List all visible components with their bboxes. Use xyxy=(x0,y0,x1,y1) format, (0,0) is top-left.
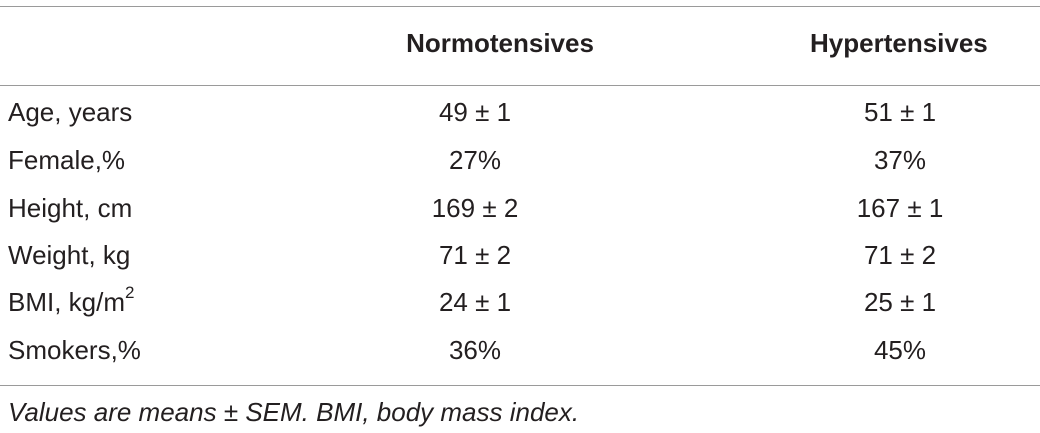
row-label-female: Female,% xyxy=(8,145,126,175)
header-normotensives: Normotensives xyxy=(406,28,594,58)
cell-bmi-normotensives: 24 ± 1 xyxy=(438,287,512,317)
cell-age-hypertensives: 51 ± 1 xyxy=(863,97,937,127)
row-label-bmi-text: BMI, kg/m xyxy=(8,287,126,317)
cell-height-hypertensives: 167 ± 1 xyxy=(856,193,944,223)
row-label-height: Height, cm xyxy=(8,193,133,223)
table-bottom-rule xyxy=(0,385,1040,386)
row-label-smokers: Smokers,% xyxy=(8,335,141,365)
cell-height-normotensives: 169 ± 2 xyxy=(431,193,519,223)
cell-age-normotensives: 49 ± 1 xyxy=(438,97,512,127)
cell-female-hypertensives: 37% xyxy=(873,145,927,175)
row-label-age: Age, years xyxy=(8,97,133,127)
row-label-bmi: BMI, kg/m2 xyxy=(8,283,135,319)
cell-smokers-hypertensives: 45% xyxy=(873,335,927,365)
cell-smokers-normotensives: 36% xyxy=(448,335,502,365)
row-label-weight: Weight, kg xyxy=(8,240,131,270)
header-hypertensives: Hypertensives xyxy=(810,28,988,58)
table-top-rule xyxy=(0,6,1040,7)
cell-weight-hypertensives: 71 ± 2 xyxy=(863,240,937,270)
table-footnote: Values are means ± SEM. BMI, body mass i… xyxy=(8,397,580,427)
cell-weight-normotensives: 71 ± 2 xyxy=(438,240,512,270)
cell-bmi-hypertensives: 25 ± 1 xyxy=(863,287,937,317)
row-label-bmi-superscript: 2 xyxy=(125,283,135,303)
cell-female-normotensives: 27% xyxy=(448,145,502,175)
table-header-rule xyxy=(0,85,1040,86)
